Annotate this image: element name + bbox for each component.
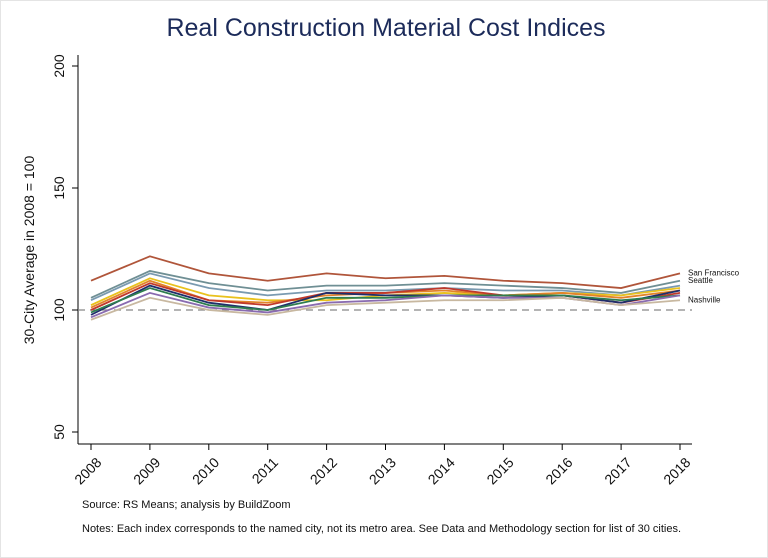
series-line bbox=[90, 270, 681, 299]
series-label: San Francisco bbox=[688, 269, 740, 278]
source-note: Source: RS Means; analysis by BuildZoom bbox=[82, 499, 290, 511]
y-axis-label: 30-City Average in 2008 = 100 bbox=[21, 156, 37, 345]
chart-title: Real Construction Material Cost Indices bbox=[166, 14, 605, 42]
notes: Notes: Each index corresponds to the nam… bbox=[82, 523, 681, 535]
series-line bbox=[90, 296, 681, 321]
y-tick-label: 200 bbox=[51, 54, 67, 78]
y-tick-label: 150 bbox=[51, 176, 67, 200]
series-line bbox=[90, 255, 681, 289]
y-tick-label: 100 bbox=[51, 298, 67, 322]
series-label: Nashville bbox=[688, 295, 721, 304]
series-label: Seattle bbox=[688, 276, 713, 285]
y-tick-label: 50 bbox=[51, 424, 67, 440]
series-line bbox=[90, 287, 681, 314]
series-line bbox=[90, 272, 681, 302]
